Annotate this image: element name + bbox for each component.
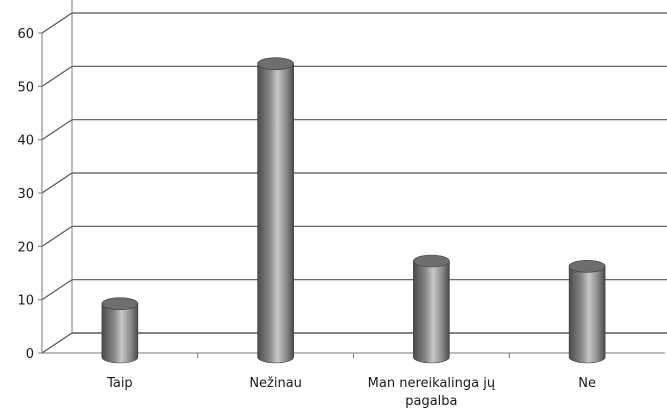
x-category-label: Nežinau [249,376,302,391]
y-tick-label: 50 [17,80,34,95]
x-category-label: Ne [578,376,596,391]
bar-body [413,260,450,364]
gridline [41,65,667,87]
bars [101,57,606,364]
bar-top [413,254,450,268]
bar [257,57,294,364]
gridline [41,172,667,194]
bar [568,260,606,364]
x-category-label: Taip [106,376,133,391]
bar [413,254,450,364]
bar-body [568,266,606,364]
bar-top [101,297,139,310]
labels: 0 10 20 30 40 50 60 Taip Nežinau Man nereikalinga… [17,27,596,409]
gridline [41,225,667,247]
y-tick-label: 20 [17,240,34,255]
bar [101,297,139,364]
gridline [41,119,667,141]
bar-top [568,260,606,273]
bar-body [101,303,139,364]
y-tick-label: 40 [17,134,34,149]
x-category-label: Man nereikalinga jų pagalba [368,376,495,409]
y-tick-label: 10 [17,294,34,309]
y-tick-label: 0 [26,347,34,362]
bar-body [257,63,294,364]
gridline [41,12,667,34]
y-tick-label: 30 [17,187,34,202]
y-tick-label: 60 [17,27,34,42]
bar-top [257,57,294,70]
